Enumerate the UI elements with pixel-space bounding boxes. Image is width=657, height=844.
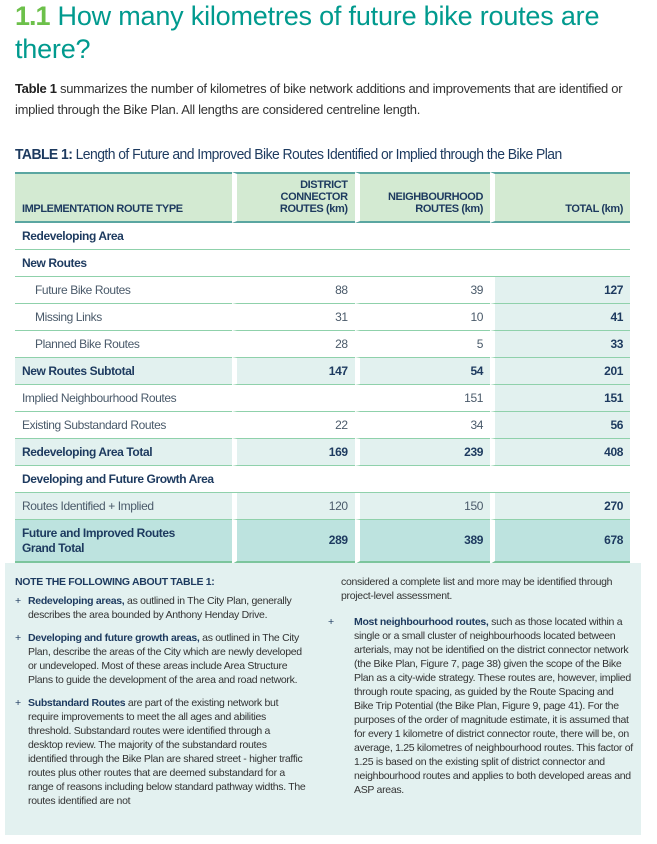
cell-total: 151 — [490, 385, 630, 412]
cell-total: 127 — [490, 277, 630, 304]
cell-total: 56 — [490, 412, 630, 439]
cell-nb: 389 — [354, 520, 490, 564]
row-label: Developing and Future Growth Area — [15, 466, 630, 493]
row-label: Planned Bike Routes — [15, 331, 232, 358]
cell-total: 270 — [490, 493, 630, 520]
cell-total: 408 — [490, 439, 630, 466]
intro-bold: Table 1 — [15, 81, 57, 96]
notes-box: NOTE THE FOLLOWING ABOUT TABLE 1: + Redev… — [5, 563, 641, 835]
intro-text: summarizes the number of kilometres of b… — [15, 81, 623, 117]
cell-nb: 39 — [354, 277, 490, 304]
table-title: TABLE 1: Length of Future and Improved B… — [15, 146, 562, 163]
table-title-text: Length of Future and Improved Bike Route… — [72, 146, 563, 163]
cell-nb: 5 — [354, 331, 490, 358]
row-label: New Routes Subtotal — [15, 358, 232, 385]
note-text: are part of the existing network but req… — [28, 697, 306, 807]
row-label: Existing Substandard Routes — [15, 412, 232, 439]
note-bold: Developing and future growth areas, — [28, 632, 200, 644]
cell-dc: 28 — [232, 331, 355, 358]
note-bold: Redeveloping areas, — [28, 595, 125, 607]
note-continuation: considered a complete list and more may … — [341, 575, 633, 603]
row-label: Implied Neighbourhood Routes — [15, 385, 232, 412]
cell-dc: 22 — [232, 412, 355, 439]
cell-dc: 120 — [232, 493, 355, 520]
cell-nb: 10 — [354, 304, 490, 331]
note-bold: Substandard Routes — [28, 697, 126, 709]
notes-heading: NOTE THE FOLLOWING ABOUT TABLE 1: — [15, 576, 215, 588]
table-row: Future Bike Routes 88 39 127 — [15, 277, 630, 304]
intro-paragraph: Table 1 summarizes the number of kilomet… — [15, 78, 635, 120]
table-row-total: Redeveloping Area Total 169 239 408 — [15, 439, 630, 466]
cell-nb: 150 — [354, 493, 490, 520]
row-label: Redeveloping Area — [15, 223, 630, 250]
table-row: Routes Identified + Implied 120 150 270 — [15, 493, 630, 520]
note-item: + Substandard Routes are part of the exis… — [15, 696, 307, 808]
note-text: considered a complete list and more may … — [341, 576, 613, 602]
bullet-plus-icon: + — [328, 616, 334, 628]
header-route-type: IMPLEMENTATION ROUTE TYPE — [15, 172, 232, 223]
row-label: Future and Improved Routes Grand Total — [15, 520, 232, 564]
row-label: Future Bike Routes — [15, 277, 232, 304]
table-row: Missing Links 31 10 41 — [15, 304, 630, 331]
cell-dc: 31 — [232, 304, 355, 331]
note-text: such as those located within a single or… — [354, 616, 633, 796]
header-neighbourhood: NEIGHBOURHOOD ROUTES (km) — [354, 172, 490, 223]
cell-total: 678 — [490, 520, 630, 564]
cell-dc: 147 — [232, 358, 355, 385]
table-row-section: Developing and Future Growth Area — [15, 466, 630, 493]
section-number: 1.1 — [15, 1, 51, 31]
cell-nb: 151 — [354, 385, 490, 412]
row-label: Redeveloping Area Total — [15, 439, 232, 466]
table-row-grand-total: Future and Improved Routes Grand Total 28… — [15, 520, 630, 564]
cell-dc: 88 — [232, 277, 355, 304]
note-text: as outlined in The City Plan, generally … — [28, 595, 292, 621]
header-district-connector: DISTRICT CONNECTOR ROUTES (km) — [232, 172, 355, 223]
routes-table: IMPLEMENTATION ROUTE TYPE DISTRICT CONNE… — [15, 172, 630, 564]
bullet-plus-icon: + — [15, 697, 21, 709]
table-row: Planned Bike Routes 28 5 33 — [15, 331, 630, 358]
cell-dc: 289 — [232, 520, 355, 564]
cell-total: 201 — [490, 358, 630, 385]
table-row-subtotal: New Routes Subtotal 147 54 201 — [15, 358, 630, 385]
cell-dc: 169 — [232, 439, 355, 466]
table-title-label: TABLE 1: — [15, 146, 73, 163]
cell-nb: 54 — [354, 358, 490, 385]
row-label: Routes Identified + Implied — [15, 493, 232, 520]
page-heading: 1.1 How many kilometres of future bike ro… — [15, 0, 645, 66]
note-item: + Developing and future growth areas, as … — [15, 631, 307, 687]
row-label: Missing Links — [15, 304, 232, 331]
table-row: Existing Substandard Routes 22 34 56 — [15, 412, 630, 439]
note-bold: Most neighbourhood routes, — [354, 616, 489, 628]
row-label: New Routes — [15, 250, 630, 277]
note-item: + Redeveloping areas, as outlined in The … — [15, 594, 307, 622]
cell-total: 33 — [490, 331, 630, 358]
cell-nb: 34 — [354, 412, 490, 439]
table-row-section: New Routes — [15, 250, 630, 277]
heading-title: How many kilometres of future bike route… — [15, 1, 600, 64]
cell-total: 41 — [490, 304, 630, 331]
bullet-plus-icon: + — [15, 595, 21, 607]
note-item: + Most neighbourhood routes, such as thos… — [328, 615, 633, 797]
cell-nb: 239 — [354, 439, 490, 466]
table-row-section: Redeveloping Area — [15, 223, 630, 250]
table-row: Implied Neighbourhood Routes 151 151 — [15, 385, 630, 412]
table-header-row: IMPLEMENTATION ROUTE TYPE DISTRICT CONNE… — [15, 172, 630, 223]
note-text: as outlined in The City Plan, describe t… — [28, 632, 302, 686]
cell-dc — [232, 385, 355, 412]
header-total: TOTAL (km) — [490, 172, 630, 223]
bullet-plus-icon: + — [15, 632, 21, 644]
